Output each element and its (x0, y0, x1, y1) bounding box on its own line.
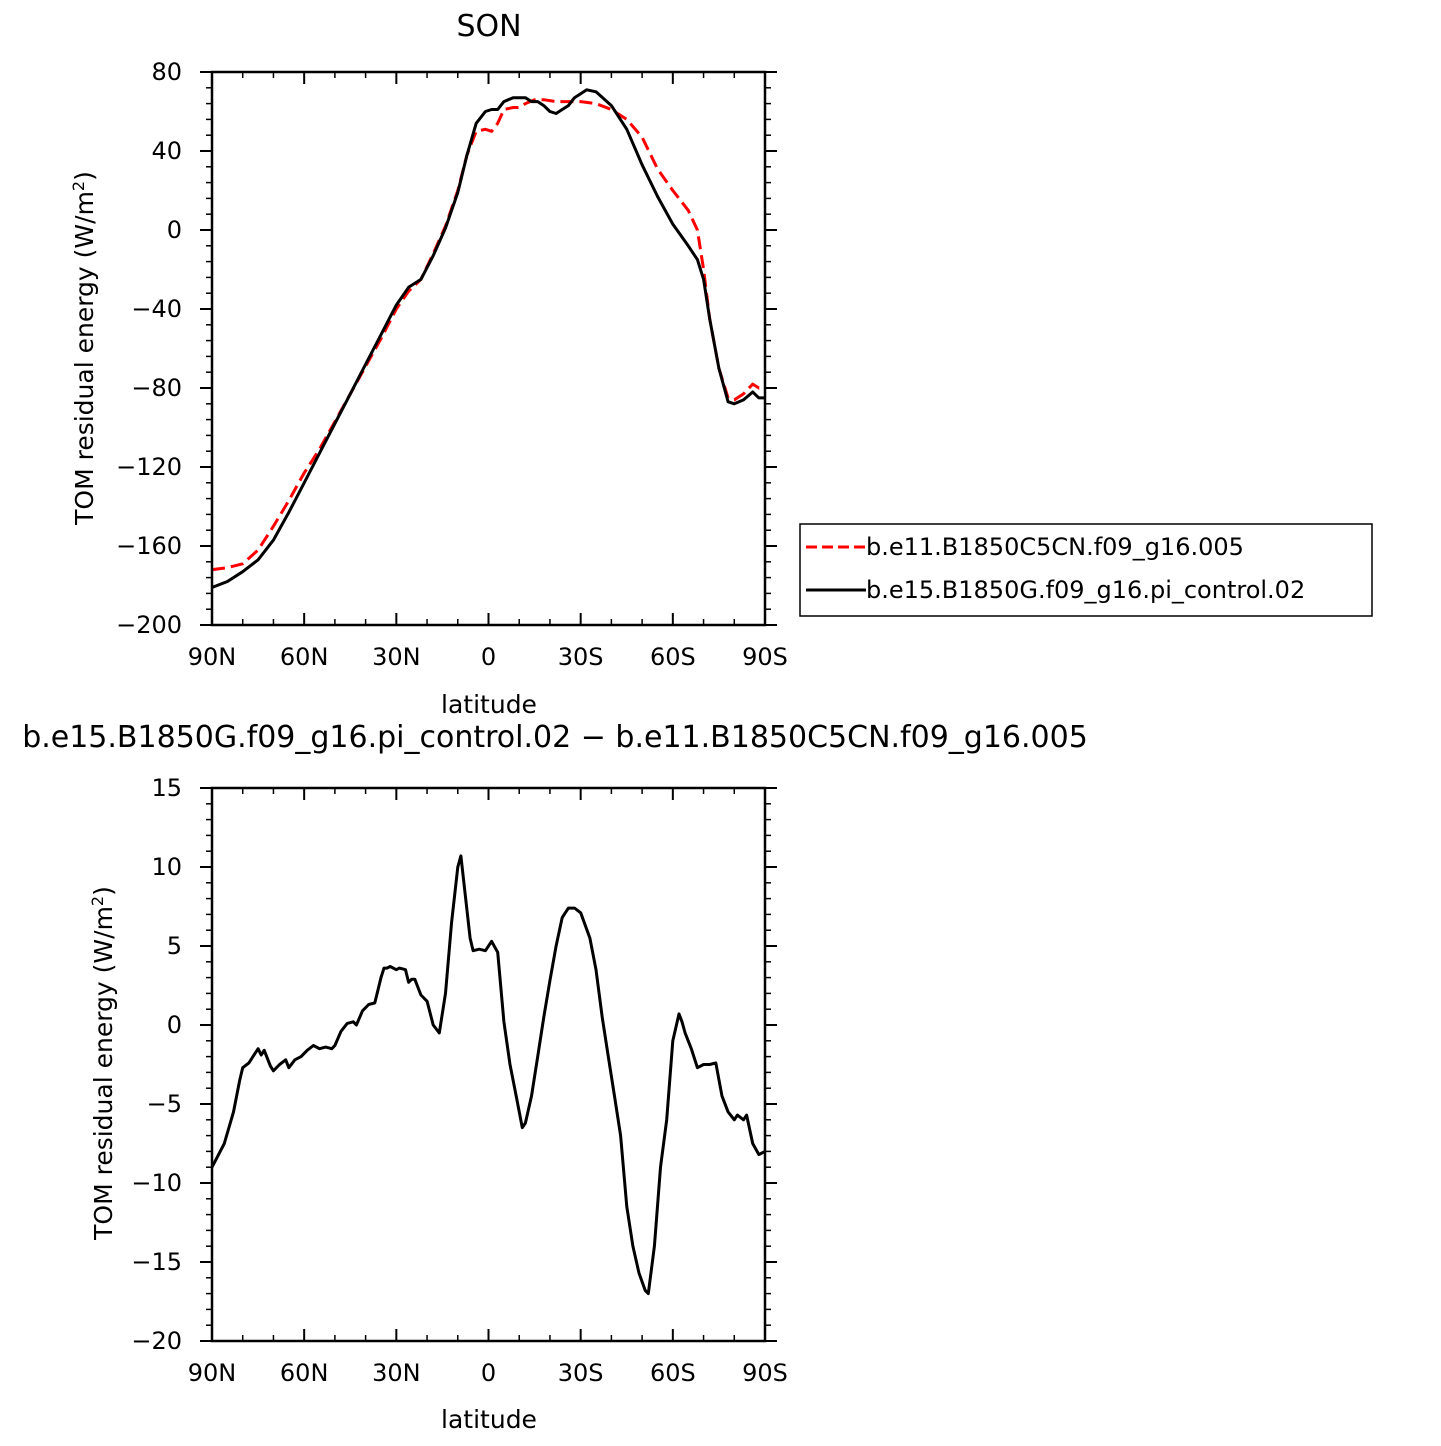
bottom-ytick-label: 0 (167, 1011, 182, 1039)
top-plot-series (212, 88, 765, 589)
bottom-ytick-label: −20 (131, 1327, 182, 1355)
bottom-ytick-label: 5 (167, 932, 182, 960)
bottom-plot-title: b.e15.B1850G.f09_g16.pi_control.02 − b.e… (22, 720, 1088, 755)
top-series-line-1 (212, 98, 765, 572)
top-xtick-label: 30N (372, 643, 421, 671)
bottom-xtick-label: 60N (280, 1359, 329, 1387)
top-plot-xlabel: latitude (441, 690, 537, 719)
bottom-plot-series (212, 854, 765, 1296)
top-plot-ticks: 90N 60N 30N 0 30S 60S 90S 80 40 0 −40 −80 −120 −160 −2… (116, 58, 788, 671)
legend-entry-1: b.e11.B1850C5CN.f09_g16.005 (866, 533, 1244, 561)
bottom-ytick-label: −5 (147, 1090, 182, 1118)
top-plot-title: SON (456, 9, 521, 44)
bottom-ytick-label: −15 (131, 1248, 182, 1276)
top-xtick-label: 90N (188, 643, 237, 671)
bottom-xtick-label: 60S (650, 1359, 696, 1387)
bottom-ytick-label: 10 (151, 853, 182, 881)
top-ytick-label: 0 (167, 216, 182, 244)
top-ytick-label: −40 (131, 295, 182, 323)
bottom-ytick-label: 15 (151, 774, 182, 802)
top-plot-ylabel: TOM residual energy (W/m2) (69, 171, 99, 526)
bottom-xtick-label: 90N (188, 1359, 237, 1387)
top-plot-frame (210, 70, 767, 627)
top-series-line-2 (212, 88, 765, 589)
legend: b.e11.B1850C5CN.f09_g16.005 b.e15.B1850G… (799, 523, 1373, 617)
top-ytick-label: −160 (116, 532, 182, 560)
bottom-plot-ylabel: TOM residual energy (W/m2) (88, 886, 118, 1241)
bottom-ytick-label: −10 (131, 1169, 182, 1197)
top-xtick-label: 90S (742, 643, 788, 671)
bottom-plot-frame (210, 786, 767, 1343)
top-ytick-label: 40 (151, 137, 182, 165)
bottom-xtick-label: 90S (742, 1359, 788, 1387)
bottom-plot-ticks: 90N 60N 30N 0 30S 60S 90S 15 10 5 0 −5 −10 −15 −20 (131, 774, 788, 1387)
bottom-xtick-label: 30N (372, 1359, 421, 1387)
bottom-plot-xlabel: latitude (441, 1405, 537, 1434)
bottom-plot: b.e15.B1850G.f09_g16.pi_control.02 − b.e… (22, 720, 1088, 1434)
top-plot: SON 90N 60N 30N 0 30S 60S 90S 80 40 0 −40 −80 −120 −1… (69, 9, 788, 719)
top-xtick-label: 60N (280, 643, 329, 671)
top-xtick-label: 60S (650, 643, 696, 671)
legend-entry-2: b.e15.B1850G.f09_g16.pi_control.02 (866, 576, 1305, 604)
top-ytick-label: −80 (131, 374, 182, 402)
legend-box (799, 523, 1373, 617)
top-xtick-label: 0 (481, 643, 496, 671)
bottom-series-line-1 (212, 854, 765, 1296)
top-xtick-label: 30S (558, 643, 604, 671)
bottom-xtick-label: 30S (558, 1359, 604, 1387)
top-ytick-label: −200 (116, 611, 182, 639)
top-ytick-label: 80 (151, 58, 182, 86)
top-ytick-label: −120 (116, 453, 182, 481)
bottom-xtick-label: 0 (481, 1359, 496, 1387)
